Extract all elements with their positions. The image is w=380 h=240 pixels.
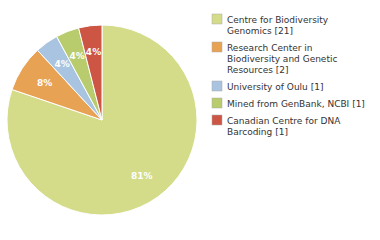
data-label: 4% — [69, 51, 84, 61]
legend-item: Research Center inBiodiversity and Genet… — [212, 42, 337, 75]
legend-label-line: Barcoding [1] — [227, 127, 288, 137]
legend-label-line: Genomics [21] — [227, 26, 293, 36]
data-label: 8% — [37, 78, 52, 88]
legend-item: Centre for BiodiversityGenomics [21] — [212, 14, 329, 36]
legend-label-line: Centre for Biodiversity — [227, 15, 329, 25]
legend-label: Mined from GenBank, NCBI [1] — [227, 99, 365, 109]
legend: Centre for BiodiversityGenomics [21] Rese… — [212, 14, 365, 137]
legend-swatch — [212, 98, 222, 108]
legend-label: Canadian Centre for DNABarcoding [1] — [227, 116, 341, 137]
legend-label-line: Research Center in — [227, 43, 313, 53]
data-label: 4% — [54, 59, 69, 69]
legend-label-line: Biodiversity and Genetic — [227, 54, 337, 64]
pie — [7, 25, 197, 215]
legend-swatch — [212, 14, 222, 24]
legend-label-line: Canadian Centre for DNA — [227, 116, 341, 126]
legend-label-line: Resources [2] — [227, 65, 289, 75]
legend-item: University of Oulu [1] — [212, 81, 323, 92]
slice — [79, 25, 102, 120]
legend-swatch — [212, 115, 222, 125]
legend-item: Mined from GenBank, NCBI [1] — [212, 98, 365, 109]
legend-label-line: University of Oulu [1] — [227, 82, 323, 92]
legend-label-line: Mined from GenBank, NCBI [1] — [227, 99, 365, 109]
legend-label: Research Center inBiodiversity and Genet… — [227, 43, 337, 75]
data-labels: 81%8%4%4%4% — [37, 47, 153, 180]
legend-label: Centre for BiodiversityGenomics [21] — [227, 15, 329, 36]
data-label: 4% — [86, 47, 101, 57]
legend-swatch — [212, 42, 222, 52]
legend-item: Canadian Centre for DNABarcoding [1] — [212, 115, 341, 137]
legend-swatch — [212, 81, 222, 91]
slice — [7, 25, 197, 215]
data-label: 81% — [131, 171, 153, 181]
chart: 81%8%4%4%4%Centre for BiodiversityGenomi… — [0, 0, 380, 240]
legend-label: University of Oulu [1] — [227, 82, 323, 92]
